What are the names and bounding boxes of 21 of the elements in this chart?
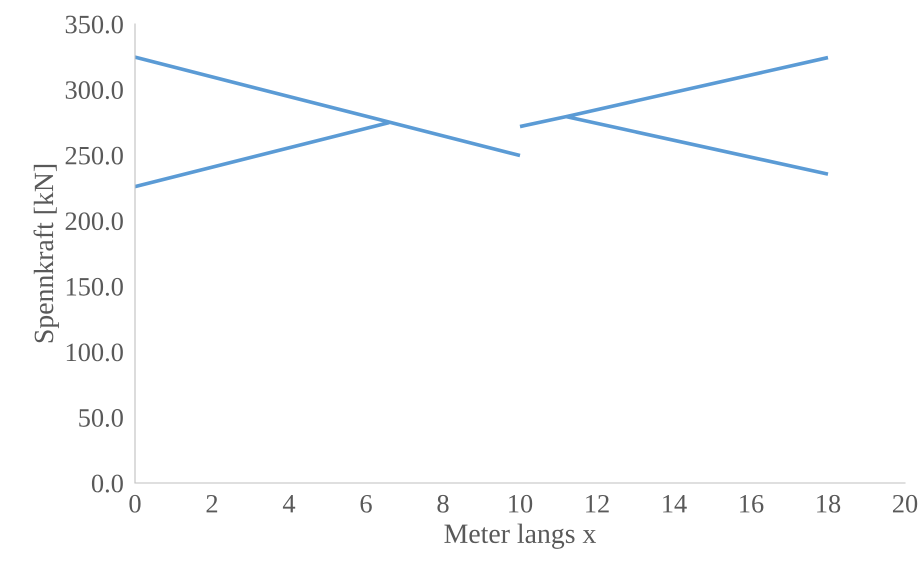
x-tick-label: 2 [206,494,218,512]
y-axis-title: Spennkraft [kN] [33,164,59,342]
x-tick-label: 0 [129,494,141,513]
x-tick-label: 10 [509,494,532,513]
x-tick-label: 14 [663,495,687,512]
y-tick-label: 200.0 [66,212,123,230]
x-tick-label: 8 [437,494,449,513]
x-tick-label: 16 [740,494,764,513]
x-tick-label: 6 [360,494,372,513]
x-tick-label: 12 [586,494,609,512]
x-tick-label: 18 [817,494,840,513]
y-tick-label: 50.0 [79,409,123,427]
y-tick-label: 150.0 [66,278,123,296]
y-tick-label: 300.0 [66,81,123,100]
y-tick-label: 250.0 [66,146,123,165]
y-tick-label: 100.0 [66,343,123,362]
x-tick-label: 20 [892,494,918,513]
x-tick-label: 4 [282,495,296,512]
y-tick-label: 350.0 [66,16,123,34]
x-axis-title: Meter langs x [444,524,596,549]
y-tick-label: 0.0 [92,474,123,493]
